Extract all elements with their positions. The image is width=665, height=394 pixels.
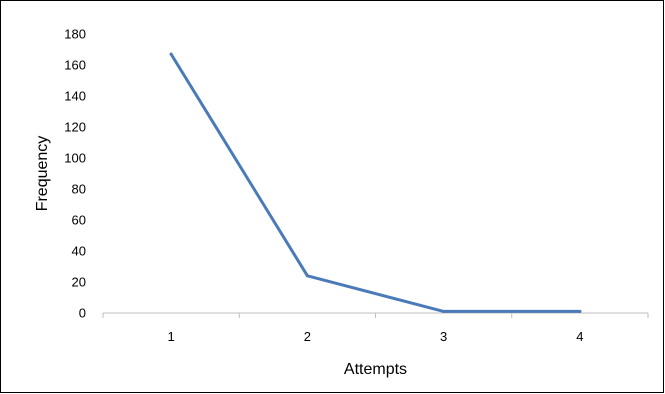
y-tick-label: 60: [72, 213, 86, 228]
data-point: [305, 274, 309, 278]
data-point: [578, 309, 582, 313]
x-tick-label: 1: [168, 329, 175, 344]
x-tick-label: 2: [304, 329, 311, 344]
data-point: [442, 309, 446, 313]
y-tick-label: 20: [72, 275, 86, 290]
y-tick-label: 120: [64, 120, 86, 135]
x-tick-label: 3: [440, 329, 447, 344]
x-axis-title: Attempts: [344, 361, 407, 378]
x-axis: 1 2 3 4: [102, 312, 649, 344]
series-layer: [169, 52, 582, 313]
y-axis-title: Frequency: [34, 136, 51, 212]
x-tick-label: 4: [576, 329, 583, 344]
y-tick-label: 0: [79, 306, 86, 321]
y-tick-label: 160: [64, 58, 86, 73]
y-tick-label: 40: [72, 244, 86, 259]
y-tick-label: 80: [72, 182, 86, 197]
data-point: [169, 52, 173, 56]
series-line: [169, 52, 582, 313]
y-tick-label: 180: [64, 27, 86, 42]
y-tick-label: 140: [64, 89, 86, 104]
y-axis-ticks: 0 20 40 60 80 100 120 140 160 180: [64, 27, 86, 321]
y-tick-label: 100: [64, 151, 86, 166]
